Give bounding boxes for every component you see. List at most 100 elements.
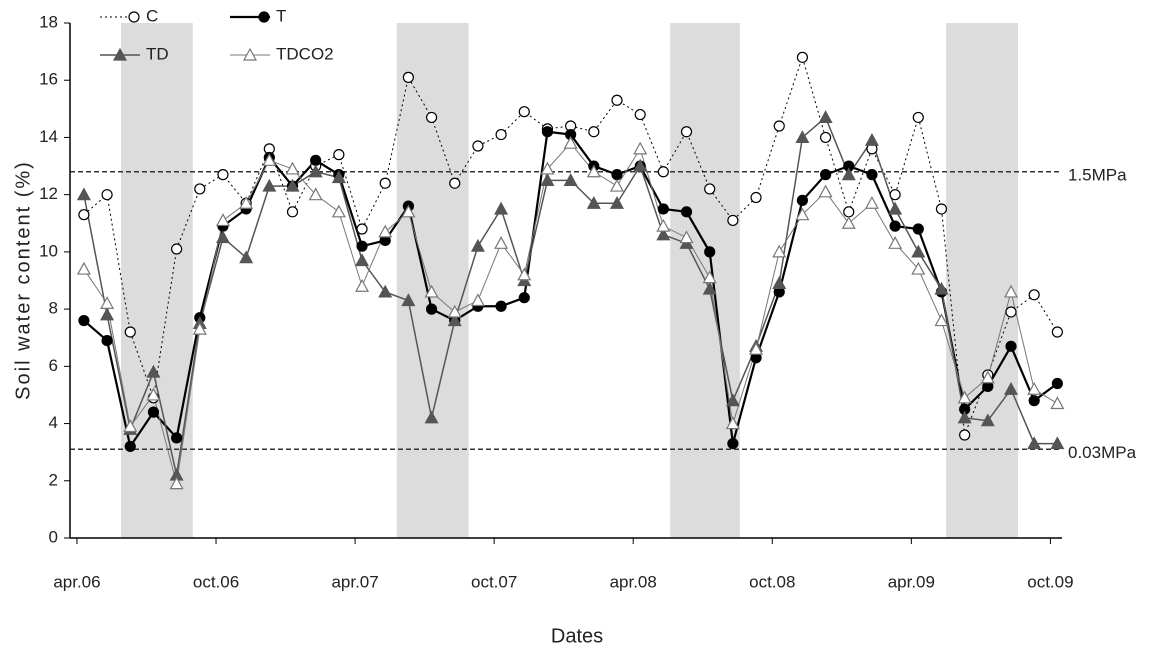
marker [702, 281, 717, 295]
marker [841, 216, 856, 229]
marker [308, 164, 323, 178]
marker [425, 303, 438, 315]
marker [795, 130, 810, 144]
marker [146, 387, 161, 401]
marker [494, 201, 509, 215]
y-tick-label: 14 [39, 127, 58, 146]
marker [285, 161, 300, 175]
marker [980, 413, 995, 427]
legend-label: C [146, 6, 158, 25]
marker [356, 223, 368, 235]
marker [494, 236, 509, 249]
y-tick-label: 8 [49, 299, 58, 318]
marker [657, 166, 669, 178]
y-tick-label: 4 [49, 413, 58, 432]
marker [285, 178, 300, 192]
marker [888, 201, 903, 215]
marker [680, 206, 693, 218]
marker [470, 238, 485, 252]
marker [843, 206, 855, 218]
marker [217, 169, 229, 181]
marker [563, 135, 578, 149]
marker [378, 224, 393, 238]
marker [286, 206, 299, 218]
marker [495, 300, 507, 312]
marker [171, 432, 183, 444]
legend-item: TD [100, 44, 169, 63]
marker [541, 126, 554, 138]
marker [772, 244, 787, 258]
marker [866, 169, 878, 181]
marker [215, 213, 230, 227]
marker [192, 321, 207, 335]
marker [258, 11, 270, 23]
marker [331, 170, 346, 184]
marker [171, 243, 183, 255]
marker [100, 307, 115, 321]
marker [470, 293, 485, 307]
marker [1027, 381, 1042, 395]
marker [680, 126, 693, 138]
marker [609, 195, 625, 209]
marker [704, 246, 716, 258]
reference-label: 1.5MPa [1068, 165, 1127, 184]
marker [934, 313, 949, 327]
marker [331, 204, 346, 218]
marker [401, 293, 416, 307]
marker [518, 292, 530, 304]
marker [76, 261, 91, 275]
marker [495, 128, 507, 141]
shaded-period [396, 23, 469, 538]
marker [864, 133, 879, 146]
marker [517, 267, 532, 281]
marker [657, 203, 669, 215]
series-line [83, 142, 1058, 484]
marker [935, 203, 948, 215]
y-tick-label: 2 [49, 470, 58, 489]
x-tick-label: oct.06 [193, 572, 239, 591]
marker [609, 178, 625, 192]
marker [262, 178, 277, 192]
x-tick-label: oct.07 [471, 572, 517, 591]
marker [146, 364, 161, 378]
y-tick-label: 18 [39, 12, 58, 31]
marker [101, 189, 113, 201]
marker [424, 410, 439, 424]
legend-label: T [276, 6, 286, 25]
marker [215, 230, 230, 244]
marker [611, 94, 623, 106]
marker [447, 313, 462, 327]
marker [934, 281, 949, 295]
marker [355, 253, 370, 267]
series-line [83, 55, 1058, 436]
marker [796, 51, 809, 63]
marker [1051, 377, 1063, 390]
marker [634, 108, 646, 121]
y-tick-label: 10 [39, 241, 58, 260]
y-axis-title: Soil water content (%) [12, 160, 34, 400]
marker [472, 140, 484, 152]
marker [1005, 306, 1017, 318]
y-tick-label: 12 [39, 184, 58, 203]
marker [586, 164, 601, 178]
marker [1028, 395, 1040, 407]
marker [749, 341, 764, 355]
marker [819, 169, 832, 181]
marker [262, 153, 277, 166]
marker [100, 296, 115, 309]
marker [679, 230, 694, 244]
marker [402, 71, 414, 83]
marker [819, 131, 832, 144]
marker [518, 106, 530, 118]
marker [864, 195, 879, 209]
marker [912, 111, 924, 124]
marker [611, 169, 623, 181]
marker [773, 120, 785, 132]
marker [772, 276, 787, 289]
shaded-period [946, 23, 1018, 538]
legend-label: TDCO2 [276, 44, 334, 63]
marker [957, 390, 972, 404]
marker [588, 126, 600, 138]
marker [704, 183, 716, 195]
